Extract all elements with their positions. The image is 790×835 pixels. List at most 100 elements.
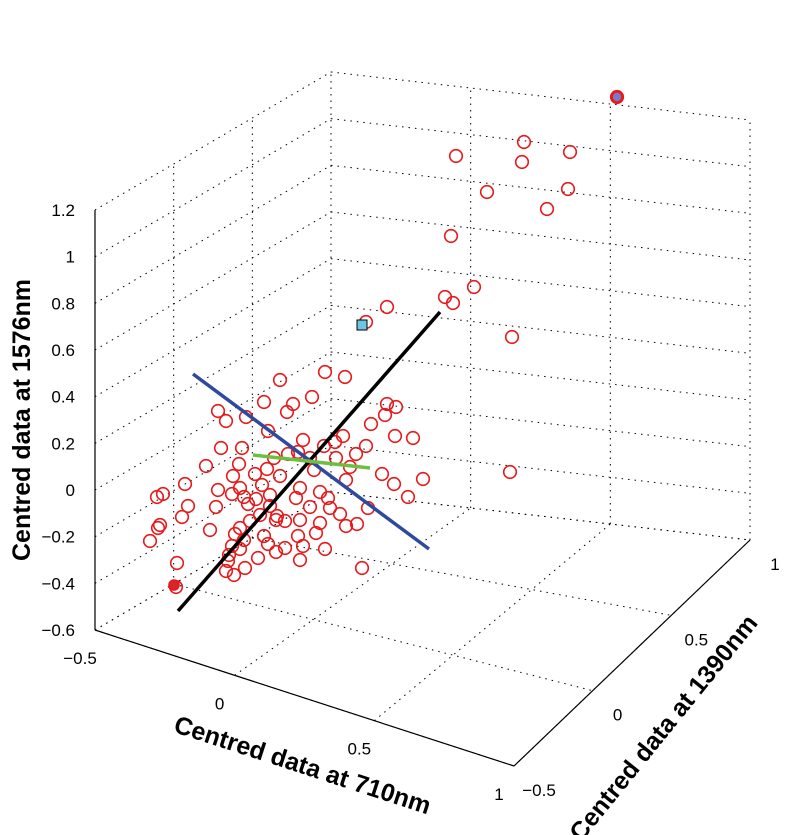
data-point <box>234 440 250 456</box>
highlight-points <box>168 91 623 591</box>
grid-line <box>330 491 751 541</box>
data-point <box>539 201 555 217</box>
data-point <box>504 329 520 345</box>
data-point <box>316 438 332 454</box>
z-tick-labels: −0.6 −0.4 −0.2 0 0.2 0.4 0.6 0.8 1 1.2 <box>41 201 75 640</box>
data-point <box>349 516 365 532</box>
data-point <box>213 440 229 456</box>
data-point <box>292 512 308 528</box>
data-point <box>415 471 431 487</box>
data-point <box>256 394 272 410</box>
data-point <box>338 518 354 534</box>
data-point <box>254 477 270 493</box>
data-point <box>320 490 336 506</box>
component-line-3 <box>252 453 371 470</box>
data-point <box>250 550 266 566</box>
data-point <box>377 407 393 423</box>
data-points <box>142 89 625 595</box>
data-point <box>448 148 464 164</box>
y-tick-label: 0.5 <box>685 630 709 649</box>
data-point <box>348 446 364 462</box>
data-point <box>516 134 532 150</box>
data-point <box>379 396 395 412</box>
z-tick-label: 0.4 <box>51 388 75 407</box>
grid-line <box>330 211 751 261</box>
y-axis-label: Centred data at 1390nm <box>564 610 763 835</box>
z-tick-label: −0.4 <box>41 574 75 593</box>
grid-line <box>94 398 332 538</box>
y-tick-labels: −0.5 0 0.5 1 <box>522 555 780 800</box>
data-point <box>312 515 328 531</box>
data-point <box>354 560 370 576</box>
data-point <box>262 498 278 514</box>
grid-line <box>94 304 332 444</box>
grid-line <box>234 507 471 676</box>
data-point <box>218 563 234 579</box>
data-point <box>142 533 158 549</box>
data-point <box>231 456 247 472</box>
grid-line <box>94 351 332 491</box>
data-point <box>221 547 237 563</box>
data-point <box>466 279 482 295</box>
grid-line <box>94 258 332 398</box>
z-axis-label: Centred data at 1576nm <box>8 279 36 561</box>
component-lines <box>176 310 442 613</box>
x-tick-labels: −0.5 0 0.5 1 <box>63 649 504 804</box>
x-tick-label: 1 <box>494 785 503 804</box>
data-point <box>317 364 333 380</box>
data-point <box>514 154 530 170</box>
y-tick-label: 0 <box>613 706 622 725</box>
data-point <box>260 423 276 439</box>
grid-line <box>330 351 751 401</box>
data-point <box>387 428 403 444</box>
grid-line <box>330 71 751 121</box>
z-tick-label: 1.2 <box>51 201 75 220</box>
axes-frame <box>94 210 751 767</box>
y-axis-line <box>513 539 751 767</box>
grid-line <box>330 118 751 168</box>
data-point <box>560 181 576 197</box>
data-point <box>150 520 166 536</box>
data-point <box>502 464 518 480</box>
data-point <box>304 389 320 405</box>
data-point <box>379 299 395 315</box>
data-point <box>226 567 242 583</box>
x-tick-label: 0 <box>215 694 224 713</box>
z-tick-label: 1 <box>66 248 75 267</box>
grid-line <box>94 491 332 631</box>
grid-line <box>173 583 593 692</box>
data-point <box>256 528 272 544</box>
data-point <box>277 540 293 556</box>
data-point <box>259 461 275 477</box>
highlight-dot <box>168 579 180 591</box>
data-point <box>317 541 333 557</box>
grid-line <box>94 164 332 304</box>
highlight-dot <box>611 91 623 103</box>
x-axis-line <box>94 629 515 767</box>
data-point <box>363 416 379 432</box>
data-point <box>208 499 224 515</box>
data-point <box>210 403 226 419</box>
data-point <box>272 372 288 388</box>
data-point <box>445 295 461 311</box>
data-point <box>479 184 495 200</box>
data-point <box>388 399 404 415</box>
data-point <box>322 500 338 516</box>
data-point <box>288 490 304 506</box>
highlight-square <box>356 319 368 331</box>
data-point <box>400 489 416 505</box>
data-point <box>224 538 240 554</box>
data-point <box>152 517 168 533</box>
data-point <box>562 144 578 160</box>
grid-line <box>330 444 751 494</box>
data-point <box>358 438 374 454</box>
y-tick-label: 1 <box>770 555 779 574</box>
data-point <box>277 513 293 529</box>
grid-line <box>252 537 672 616</box>
data-point <box>308 525 324 541</box>
data-point <box>268 544 284 560</box>
data-point <box>292 480 308 496</box>
data-point <box>302 499 318 515</box>
data-point <box>240 496 256 512</box>
